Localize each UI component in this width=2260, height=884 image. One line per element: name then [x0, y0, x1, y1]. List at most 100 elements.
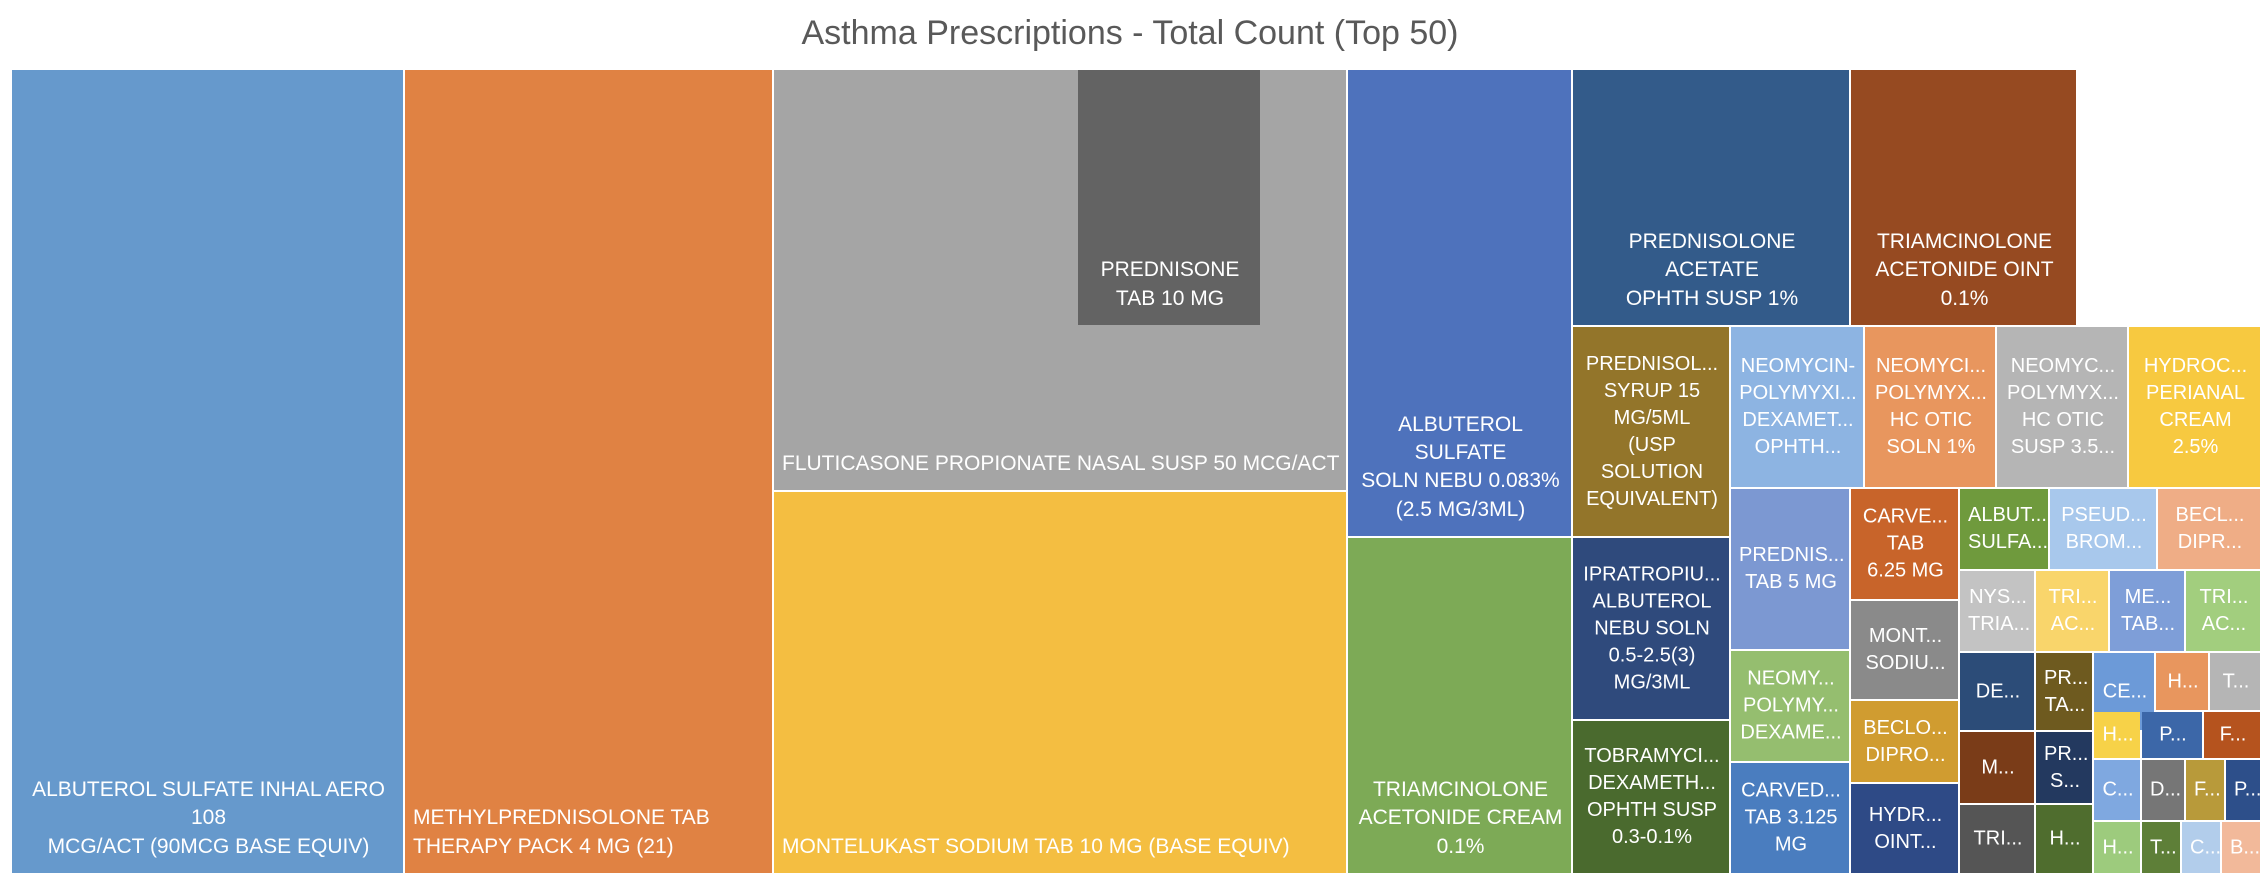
treemap-tile-label: ME... TAB... — [2120, 586, 2176, 635]
treemap-tile-label: F... — [2194, 778, 2221, 801]
treemap-tile: M... — [1960, 732, 2034, 803]
treemap-tile: H... — [2036, 805, 2092, 873]
treemap-tile-label: ALBUTEROL SULFATE SOLN NEBU 0.083% (2.5 … — [1361, 412, 1560, 521]
treemap-tile-label: TRI... — [1973, 827, 2023, 850]
treemap-tile: METHYLPREDNISOLONE TAB THERAPY PACK 4 MG… — [405, 70, 772, 873]
treemap-tile-label: FLUTICASONE PROPIONATE NASAL SUSP 50 MCG… — [782, 451, 1340, 475]
treemap-tile: PREDNISONE TAB 10 MG — [1078, 70, 1260, 325]
treemap-tile-label: H... — [2049, 827, 2081, 850]
treemap-tile-label: NEOMY... POLYMY... DEXAME... — [1740, 667, 1842, 744]
treemap-tile: F... — [2204, 712, 2260, 758]
treemap-tile: NYS... TRIA... — [1960, 571, 2034, 651]
treemap-tile-label: PR... TA... — [2044, 666, 2089, 716]
treemap-tile: IPRATROPIU... ALBUTEROL NEBU SOLN 0.5-2.… — [1573, 538, 1729, 719]
treemap-tile-label: PREDNISOLONE ACETATE OPHTH SUSP 1% — [1625, 229, 1799, 310]
treemap-tile: NEOMYCIN- POLYMYXI... DEXAMET... OPHTH..… — [1731, 327, 1863, 487]
treemap-tile-label: IPRATROPIU... ALBUTEROL NEBU SOLN 0.5-2.… — [1583, 563, 1721, 693]
treemap-tile-label: TRIAMCINOLONE ACETONIDE CREAM 0.1% — [1358, 777, 1563, 858]
treemap-tile-label: ALBUTEROL SULFATE INHAL AERO 108 MCG/ACT… — [32, 777, 385, 858]
treemap-tile: H... — [2094, 822, 2140, 873]
treemap-tile-label: NYS... TRIA... — [1968, 586, 2031, 635]
treemap-tile: TRIAMCINOLONE ACETONIDE OINT 0.1% — [1851, 70, 2076, 325]
treemap-tile: BECL... DIPR... — [2158, 489, 2260, 569]
treemap-tile-label: T... — [2222, 670, 2250, 692]
treemap-tile: C... — [2094, 760, 2140, 820]
treemap-tile-label: MONT... SODIU... — [1865, 625, 1946, 674]
treemap-tile-label: T... — [2150, 836, 2177, 858]
treemap-tile-label: PSEUD... BROM... — [2061, 504, 2147, 553]
treemap-tile: TOBRAMYCI... DEXAMETH... OPHTH SUSP 0.3-… — [1573, 721, 1729, 873]
treemap-tile: PREDNISOLONE ACETATE OPHTH SUSP 1% — [1573, 70, 1849, 325]
treemap-tile: DE... — [1960, 653, 2034, 730]
treemap-tile-label: ALBUT... SULFA... — [1968, 504, 2048, 553]
treemap-tile: TRIAMCINOLONE ACETONIDE CREAM 0.1% — [1348, 538, 1571, 873]
treemap-tile: MONTELUKAST SODIUM TAB 10 MG (BASE EQUIV… — [774, 492, 1346, 873]
treemap-tile: H... — [2156, 653, 2208, 710]
treemap-tile: P... — [2142, 712, 2202, 758]
treemap-tile-label: PREDNISONE TAB 10 MG — [1100, 258, 1240, 310]
treemap-tile-label: M... — [1981, 756, 2015, 778]
treemap-tile-label: CARVED... TAB 3.125 MG — [1741, 779, 1841, 856]
treemap-tile: ALBUTEROL SULFATE SOLN NEBU 0.083% (2.5 … — [1348, 70, 1571, 536]
treemap-tile-label: C... — [2102, 778, 2134, 801]
treemap-tile: CARVED... TAB 3.125 MG — [1731, 763, 1849, 873]
treemap-tile-label: HYDR... OINT... — [1868, 803, 1943, 853]
treemap-tile-label: PREDNIS... TAB 5 MG — [1739, 544, 1845, 593]
treemap-tile: D... — [2142, 760, 2184, 820]
treemap-tile-label: F... — [2219, 723, 2247, 746]
treemap-tile-label: H... — [2102, 836, 2134, 858]
treemap-tile: PSEUD... BROM... — [2050, 489, 2156, 569]
treemap-tile: T... — [2142, 822, 2180, 873]
treemap-tile: B... — [2222, 822, 2260, 873]
treemap-tile: ME... TAB... — [2110, 571, 2184, 651]
treemap-tile: BECLO... DIPRO... — [1851, 701, 1958, 782]
treemap-tile: C... — [2182, 822, 2220, 873]
treemap-tile-label: DE... — [1975, 680, 2021, 702]
chart-title: Asthma Prescriptions - Total Count (Top … — [801, 14, 1459, 52]
treemap-tile-label: NEOMYC... POLYMYX... HC OTIC SUSP 3.5... — [2007, 355, 2119, 458]
treemap-tile: PR... TA... — [2036, 653, 2092, 730]
treemap-tile: FLUTICASONE PROPIONATE NASAL SUSP 50 MCG… — [774, 70, 1346, 490]
treemap-tile: CARVE... TAB 6.25 MG — [1851, 489, 1958, 599]
treemap-tile: TRI... AC... — [2186, 571, 2260, 651]
treemap-tile-label: TRIAMCINOLONE ACETONIDE OINT 0.1% — [1875, 229, 2054, 310]
treemap-tile-label: TOBRAMYCI... DEXAMETH... OPHTH SUSP 0.3-… — [1584, 745, 1720, 848]
treemap-tile: HYDR... OINT... — [1851, 784, 1958, 873]
treemap-tile: T... — [2210, 653, 2260, 710]
treemap-tile: MONT... SODIU... — [1851, 601, 1958, 699]
treemap-tile: PREDNIS... TAB 5 MG — [1731, 489, 1849, 649]
treemap-tile-label: TRI... AC... — [2048, 586, 2098, 635]
treemap-tile: F... — [2186, 760, 2224, 820]
treemap-tile: TRI... — [1960, 805, 2034, 873]
treemap-tile-label: NEOMYCI... POLYMYX... HC OTIC SOLN 1% — [1875, 355, 1987, 458]
treemap-tile-label: B... — [2230, 836, 2260, 858]
treemap-tile: NEOMYCI... POLYMYX... HC OTIC SOLN 1% — [1865, 327, 1995, 487]
treemap-tile: ALBUTEROL SULFATE INHAL AERO 108 MCG/ACT… — [12, 70, 403, 873]
treemap-tile-label: HYDROC... PERIANAL CREAM 2.5% — [2143, 355, 2248, 458]
treemap-tile-label: CARVE... TAB 6.25 MG — [1862, 505, 1949, 582]
treemap-tile: TRI... AC... — [2036, 571, 2108, 651]
treemap-tile-label: CE... — [2102, 680, 2148, 702]
treemap-tile-label: H... — [2102, 723, 2134, 746]
treemap-tile-label: METHYLPREDNISOLONE TAB THERAPY PACK 4 MG… — [413, 806, 710, 858]
treemap-tile-label: D... — [2150, 778, 2182, 801]
treemap-tile-label: PREDNISOL... SYRUP 15 MG/5ML (USP SOLUTI… — [1585, 352, 1719, 510]
treemap-tile-label: P... — [2234, 778, 2260, 801]
treemap-tile: P... — [2226, 760, 2260, 820]
treemap-tile-label: TRI... AC... — [2199, 586, 2249, 635]
treemap-tile-label: C... — [2190, 836, 2220, 858]
treemap-tile: HYDROC... PERIANAL CREAM 2.5% — [2129, 327, 2260, 487]
treemap-tile-label: BECLO... DIPRO... — [1863, 716, 1948, 766]
treemap-tile: PREDNISOL... SYRUP 15 MG/5ML (USP SOLUTI… — [1573, 327, 1729, 536]
treemap-tile: H... — [2094, 712, 2140, 758]
treemap-tile: NEOMY... POLYMY... DEXAME... — [1731, 651, 1849, 761]
treemap-tile: ALBUT... SULFA... — [1960, 489, 2048, 569]
treemap-tile-label: H... — [2167, 670, 2199, 692]
treemap-tile-label: BECL... DIPR... — [2175, 504, 2245, 553]
treemap-tile: NEOMYC... POLYMYX... HC OTIC SUSP 3.5... — [1997, 327, 2127, 487]
treemap-tile: PR... S... — [2036, 732, 2092, 803]
treemap-tile-label: MONTELUKAST SODIUM TAB 10 MG (BASE EQUIV… — [782, 834, 1290, 858]
treemap-tile-label: PR... S... — [2044, 742, 2089, 792]
treemap-tile-label: P... — [2159, 723, 2187, 746]
